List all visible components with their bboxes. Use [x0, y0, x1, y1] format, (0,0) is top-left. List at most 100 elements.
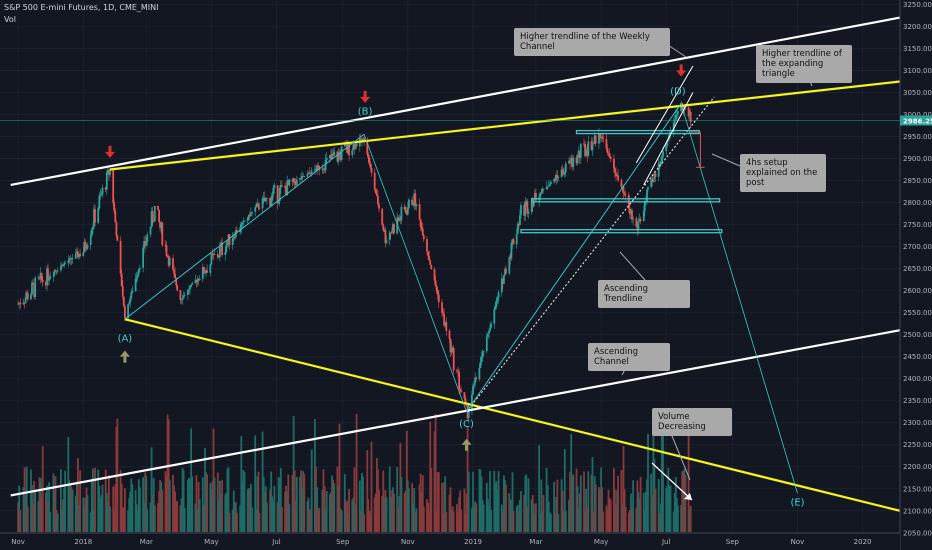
- callout-pointer: [619, 251, 646, 281]
- candle-body: [490, 323, 492, 328]
- time-axis[interactable]: Nov 2018 Mar May Jul Sep Nov 2019 Mar May Jul Sep No…: [0, 532, 900, 550]
- price-tick-label: 2100.00: [903, 507, 932, 515]
- volume-bar: [444, 476, 447, 532]
- volume-bar: [366, 450, 369, 532]
- candle-body: [172, 258, 174, 270]
- volume-bar: [286, 491, 289, 532]
- volume-bar: [127, 510, 129, 532]
- volume-bar: [534, 513, 536, 532]
- candle-body: [471, 394, 473, 410]
- candle-body: [613, 159, 615, 169]
- volume-bar: [299, 476, 301, 532]
- candle-body: [279, 185, 282, 188]
- volume-bar: [98, 485, 101, 532]
- candle-body: [677, 111, 679, 115]
- candle-body: [164, 245, 167, 246]
- volume-bar: [494, 484, 497, 532]
- candle-body: [142, 247, 144, 268]
- volume-bar: [135, 504, 138, 532]
- price-tick-label: 2050.00: [903, 529, 932, 537]
- volume-bar: [645, 491, 647, 532]
- volume-bar: [204, 448, 206, 532]
- candle-body: [450, 347, 453, 353]
- volume-bar: [421, 475, 424, 532]
- candle-body: [497, 292, 500, 298]
- volume-bar: [382, 470, 385, 532]
- time-axis-bg: [0, 533, 900, 550]
- volume-bar: [458, 497, 460, 532]
- volume-bar: [676, 497, 678, 532]
- volume-bar: [587, 471, 590, 532]
- volume-bar: [161, 489, 164, 532]
- candle-body: [381, 208, 384, 225]
- candle-body: [264, 198, 267, 202]
- volume-bar: [206, 474, 208, 532]
- volume-bar: [475, 503, 478, 532]
- volume-bar: [601, 487, 603, 532]
- candle-body: [309, 173, 312, 174]
- volume-bar: [321, 490, 324, 532]
- volume-bar: [97, 469, 100, 532]
- volume-bar: [176, 500, 179, 532]
- candle-body: [167, 256, 170, 266]
- candle-body: [421, 229, 424, 236]
- volume-bar: [189, 479, 191, 532]
- candle-body: [458, 371, 460, 390]
- volume-bar: [520, 491, 522, 532]
- candle-body: [602, 138, 605, 139]
- candle-body: [146, 234, 149, 242]
- candle-body: [343, 143, 346, 147]
- volume-bar: [687, 428, 690, 532]
- candle-body: [366, 140, 369, 155]
- volume-bar: [631, 507, 633, 532]
- volume-bar: [389, 490, 392, 532]
- candle-body: [520, 205, 522, 216]
- candle-body: [183, 294, 186, 296]
- callout-ascending-trendline: Ascending Trendline: [598, 280, 690, 308]
- candle-body: [555, 175, 558, 181]
- candle-body: [352, 144, 355, 150]
- volume-bar: [451, 506, 454, 532]
- volume-bar: [203, 505, 205, 532]
- volume-bar: [32, 503, 34, 532]
- volume-bar: [668, 485, 671, 532]
- callout-ascending-channel: Ascending Channel: [588, 343, 670, 371]
- candle-body: [206, 270, 208, 273]
- volume-bar: [236, 512, 238, 532]
- candle-body: [406, 207, 409, 215]
- volume-bar: [76, 481, 78, 532]
- candle-body: [635, 218, 638, 227]
- candle-body: [570, 158, 573, 164]
- candle-body: [452, 348, 455, 371]
- candle-body: [576, 154, 579, 164]
- volume-bar: [430, 468, 433, 532]
- candle-body: [31, 282, 33, 295]
- price-axis[interactable]: 2050.00 2100.00 2150.00 2200.00 2250.00 2300.…: [899, 0, 932, 550]
- volume-bar: [30, 469, 32, 532]
- volume-bar: [324, 509, 327, 532]
- volume-bar: [381, 496, 384, 532]
- candle-body: [593, 135, 596, 144]
- buy-arrow-icon: [119, 350, 130, 357]
- candle-body: [60, 266, 62, 271]
- volume-bar: [227, 467, 230, 532]
- candle-body: [144, 241, 147, 246]
- volume-bar: [122, 508, 125, 532]
- candle-body: [512, 239, 515, 245]
- volume-bar: [167, 419, 170, 532]
- volume-bar: [56, 513, 59, 532]
- volume-bar: [642, 492, 645, 532]
- candle-body: [55, 270, 58, 272]
- volume-bar: [435, 510, 438, 532]
- volume-bar: [78, 505, 80, 532]
- candle-body: [539, 194, 542, 198]
- volume-bar: [160, 482, 163, 532]
- candle-body: [480, 357, 483, 363]
- candle-body: [168, 258, 171, 266]
- volume-bar: [262, 477, 265, 532]
- volume-bar: [82, 497, 85, 532]
- volume-label: Vol: [4, 15, 16, 24]
- candle-body: [181, 298, 184, 300]
- expanding-triangle-lower-line: [124, 318, 901, 512]
